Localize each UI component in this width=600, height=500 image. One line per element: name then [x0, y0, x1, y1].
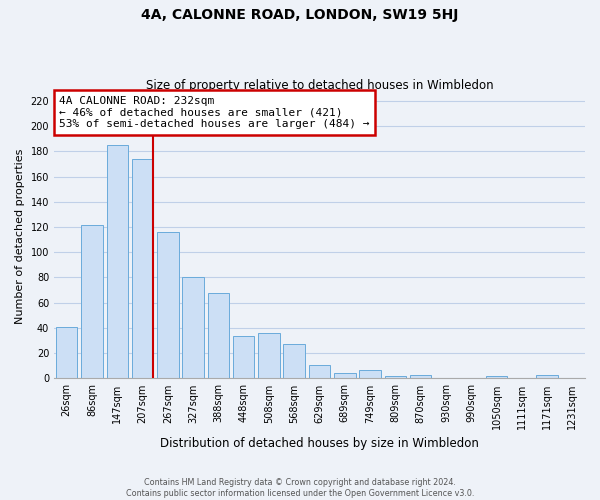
Bar — [132, 159, 153, 378]
Bar — [334, 374, 356, 378]
Bar — [486, 376, 507, 378]
Bar — [157, 232, 179, 378]
Bar — [309, 364, 330, 378]
Bar — [233, 336, 254, 378]
Bar — [359, 370, 381, 378]
Bar — [81, 224, 103, 378]
Bar — [258, 333, 280, 378]
Bar — [208, 292, 229, 378]
Bar — [56, 326, 77, 378]
Bar — [283, 344, 305, 378]
Text: Contains HM Land Registry data © Crown copyright and database right 2024.
Contai: Contains HM Land Registry data © Crown c… — [126, 478, 474, 498]
Title: Size of property relative to detached houses in Wimbledon: Size of property relative to detached ho… — [146, 79, 493, 92]
Text: 4A CALONNE ROAD: 232sqm
← 46% of detached houses are smaller (421)
53% of semi-d: 4A CALONNE ROAD: 232sqm ← 46% of detache… — [59, 96, 370, 129]
Text: 4A, CALONNE ROAD, LONDON, SW19 5HJ: 4A, CALONNE ROAD, LONDON, SW19 5HJ — [142, 8, 458, 22]
Bar — [536, 374, 558, 378]
Y-axis label: Number of detached properties: Number of detached properties — [15, 149, 25, 324]
Bar — [182, 278, 204, 378]
Bar — [107, 145, 128, 378]
X-axis label: Distribution of detached houses by size in Wimbledon: Distribution of detached houses by size … — [160, 437, 479, 450]
Bar — [410, 374, 431, 378]
Bar — [385, 376, 406, 378]
